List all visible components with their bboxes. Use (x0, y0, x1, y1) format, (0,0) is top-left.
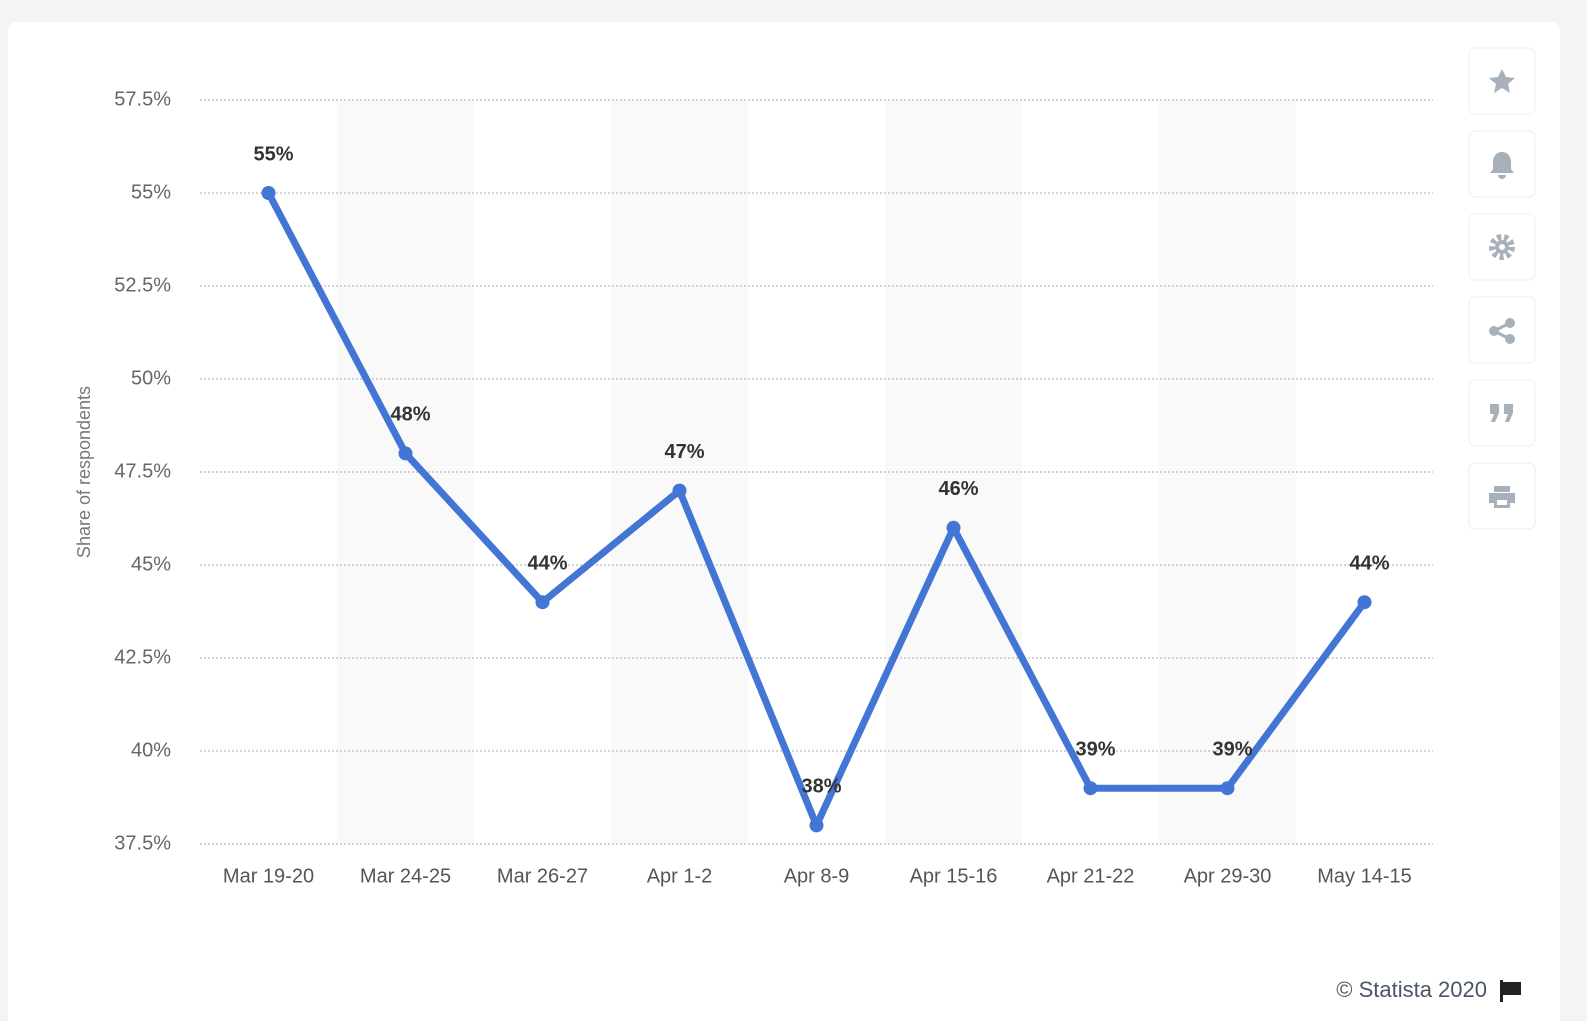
y-tick-label: 52.5% (114, 274, 171, 296)
data-label: 47% (664, 441, 704, 463)
data-label: 39% (1212, 738, 1252, 760)
x-tick-label: Mar 24-25 (360, 865, 451, 887)
star-button[interactable] (1468, 47, 1536, 115)
data-point (261, 186, 276, 200)
data-point (398, 446, 413, 461)
data-point (672, 483, 687, 498)
x-tick-label: Apr 29-30 (1184, 865, 1272, 887)
y-tick-label: 57.5% (114, 88, 171, 110)
data-point (1357, 595, 1372, 610)
x-tick-label: Apr 21-22 (1047, 865, 1135, 887)
y-tick-label: 40% (131, 739, 171, 761)
settings-button[interactable] (1468, 213, 1536, 281)
side-buttons (1468, 47, 1536, 530)
x-tick-label: May 14-15 (1317, 865, 1412, 887)
y-tick-label: 37.5% (114, 832, 171, 854)
x-tick-label: Apr 8-9 (784, 865, 850, 887)
data-label: 55% (253, 143, 293, 165)
x-tick-label: Mar 26-27 (497, 865, 588, 887)
y-tick-label: 47.5% (114, 460, 171, 482)
y-tick-label: 55% (131, 181, 171, 203)
data-point (1083, 781, 1098, 796)
data-point (809, 818, 824, 833)
credit: © Statista 2020 (1336, 977, 1487, 1002)
band (1159, 100, 1296, 844)
data-point (1220, 781, 1235, 796)
y-tick-label: 42.5% (114, 646, 171, 668)
data-label: 44% (1349, 552, 1389, 574)
flag-icon[interactable] (1500, 980, 1521, 1002)
bell-button[interactable] (1468, 130, 1536, 198)
data-point (535, 595, 550, 610)
print-button[interactable] (1468, 462, 1536, 530)
data-label: 48% (390, 404, 430, 426)
y-axis-label: Share of respondents (74, 386, 94, 558)
data-label: 44% (527, 552, 567, 574)
band (611, 100, 748, 844)
data-point (946, 520, 961, 535)
data-label: 39% (1075, 738, 1115, 760)
y-tick-label: 50% (131, 367, 171, 389)
x-tick-label: Apr 15-16 (910, 865, 998, 887)
x-tick-label: Apr 1-2 (647, 865, 713, 887)
cite-button[interactable] (1468, 379, 1536, 447)
share-button[interactable] (1468, 296, 1536, 364)
x-tick-label: Mar 19-20 (223, 865, 314, 887)
data-label: 46% (938, 478, 978, 500)
y-tick-label: 45% (131, 553, 171, 575)
data-label: 38% (801, 776, 841, 798)
